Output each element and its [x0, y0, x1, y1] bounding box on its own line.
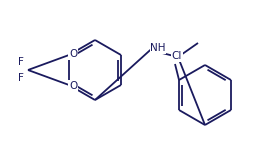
- Text: Cl: Cl: [172, 51, 182, 61]
- Text: NH: NH: [150, 43, 166, 53]
- Text: F: F: [18, 73, 24, 83]
- Text: F: F: [18, 57, 24, 67]
- Text: O: O: [69, 81, 77, 91]
- Text: O: O: [69, 49, 77, 59]
